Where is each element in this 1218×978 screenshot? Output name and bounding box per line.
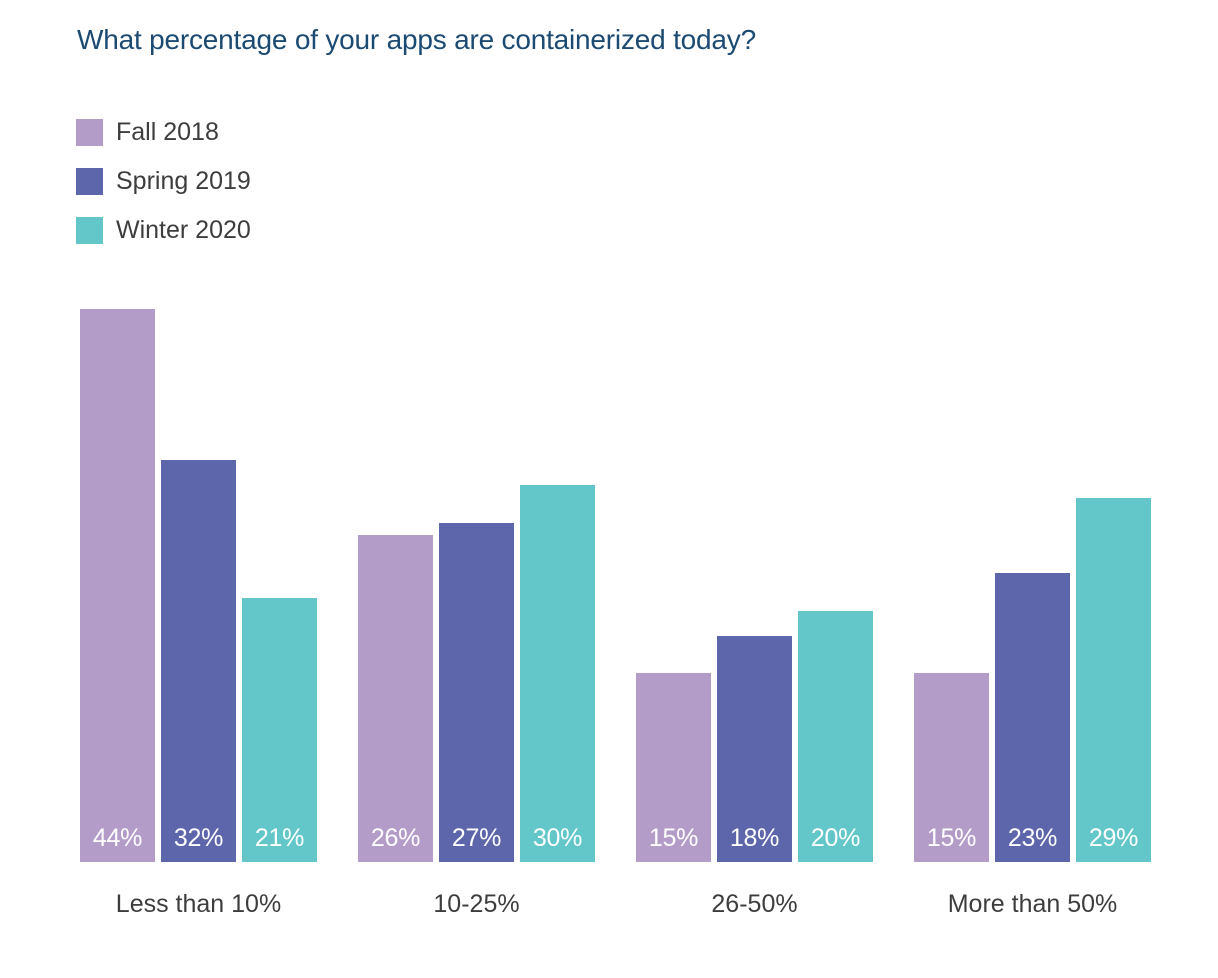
legend-item: Spring 2019 bbox=[76, 168, 251, 195]
bar-spring-2019-group-3: 18% bbox=[717, 636, 792, 862]
legend-label: Spring 2019 bbox=[116, 167, 251, 195]
category-label: Less than 10% bbox=[115, 890, 282, 918]
bar-value-label: 23% bbox=[1007, 824, 1058, 852]
bar-value-label: 44% bbox=[92, 824, 143, 852]
bar-winter-2020-group-1: 21% bbox=[242, 598, 317, 862]
legend-label: Fall 2018 bbox=[116, 118, 219, 146]
legend-swatch bbox=[76, 168, 103, 195]
category-label: More than 50% bbox=[947, 890, 1118, 918]
bar-fall-2018-group-2: 26% bbox=[358, 535, 433, 862]
bar-fall-2018-group-3: 15% bbox=[636, 673, 711, 862]
bar-value-label: 15% bbox=[926, 824, 977, 852]
bar-spring-2019-group-4: 23% bbox=[995, 573, 1070, 862]
bar-value-label: 18% bbox=[729, 824, 780, 852]
bar-fall-2018-group-4: 15% bbox=[914, 673, 989, 862]
category-label: 26-50% bbox=[711, 890, 798, 918]
bar-spring-2019-group-1: 32% bbox=[161, 460, 236, 862]
bar-value-label: 30% bbox=[532, 824, 583, 852]
bar-value-label: 15% bbox=[648, 824, 699, 852]
legend-swatch bbox=[76, 119, 103, 146]
bar-winter-2020-group-3: 20% bbox=[798, 611, 873, 862]
bar-winter-2020-group-2: 30% bbox=[520, 485, 595, 862]
bar-winter-2020-group-4: 29% bbox=[1076, 498, 1151, 862]
bar-value-label: 21% bbox=[254, 824, 305, 852]
legend: Fall 2018 Spring 2019 Winter 2020 bbox=[76, 119, 251, 244]
legend-swatch bbox=[76, 217, 103, 244]
category-label: 10-25% bbox=[433, 890, 520, 918]
bar-value-label: 32% bbox=[173, 824, 224, 852]
bar-value-label: 29% bbox=[1088, 824, 1139, 852]
bar-fall-2018-group-1: 44% bbox=[80, 309, 155, 862]
legend-label: Winter 2020 bbox=[116, 216, 251, 244]
bar-value-label: 20% bbox=[810, 824, 861, 852]
bar-spring-2019-group-2: 27% bbox=[439, 523, 514, 862]
bar-value-label: 26% bbox=[370, 824, 421, 852]
legend-item: Fall 2018 bbox=[76, 119, 251, 146]
legend-item: Winter 2020 bbox=[76, 217, 251, 244]
bar-value-label: 27% bbox=[451, 824, 502, 852]
chart-title: What percentage of your apps are contain… bbox=[77, 24, 756, 55]
